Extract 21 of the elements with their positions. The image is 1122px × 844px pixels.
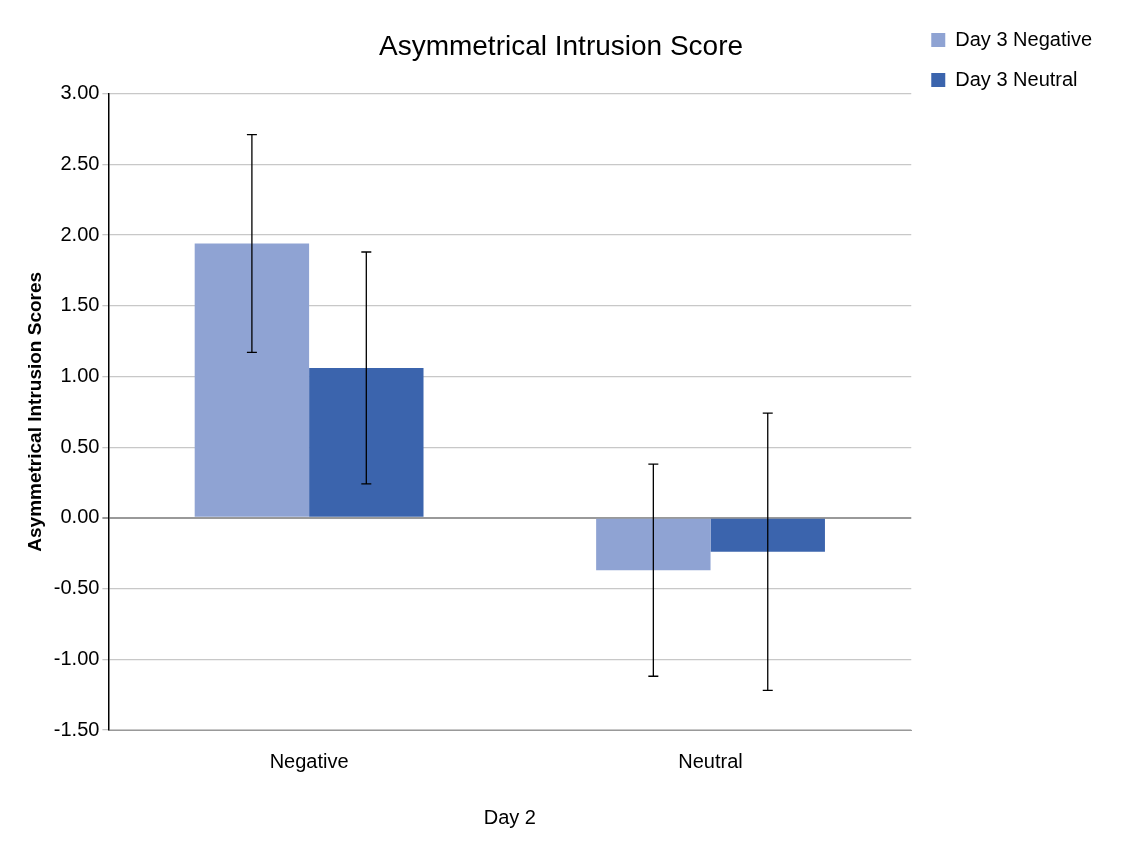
bar [596, 518, 711, 571]
y-tick-label: 1.00 [60, 363, 100, 386]
bar [309, 367, 424, 517]
x-axis-title: Day 2 [483, 805, 536, 828]
chart-title: Asymmetrical Intrusion Score [378, 29, 744, 61]
y-tick-label: -0.50 [53, 576, 100, 599]
y-tick-label: 1.50 [60, 293, 100, 316]
y-tick-label: -1.50 [53, 717, 100, 740]
bar [710, 518, 825, 552]
y-tick-label: 0.00 [60, 505, 100, 528]
y-tick-label: 3.00 [60, 81, 100, 104]
y-tick-label: 2.50 [60, 151, 100, 174]
legend-label: Day 3 Negative [955, 27, 1093, 50]
y-axis-title: Asymmetrical Intrusion Scores [23, 271, 45, 552]
y-tick-label: 2.00 [60, 222, 100, 245]
y-tick-label: -1.00 [53, 646, 100, 669]
x-tick-label: Neutral [678, 749, 743, 772]
legend-label: Day 3 Neutral [955, 67, 1078, 90]
y-tick-label: 0.50 [60, 434, 100, 457]
bar [194, 243, 310, 517]
x-tick-label: Negative [269, 749, 349, 772]
